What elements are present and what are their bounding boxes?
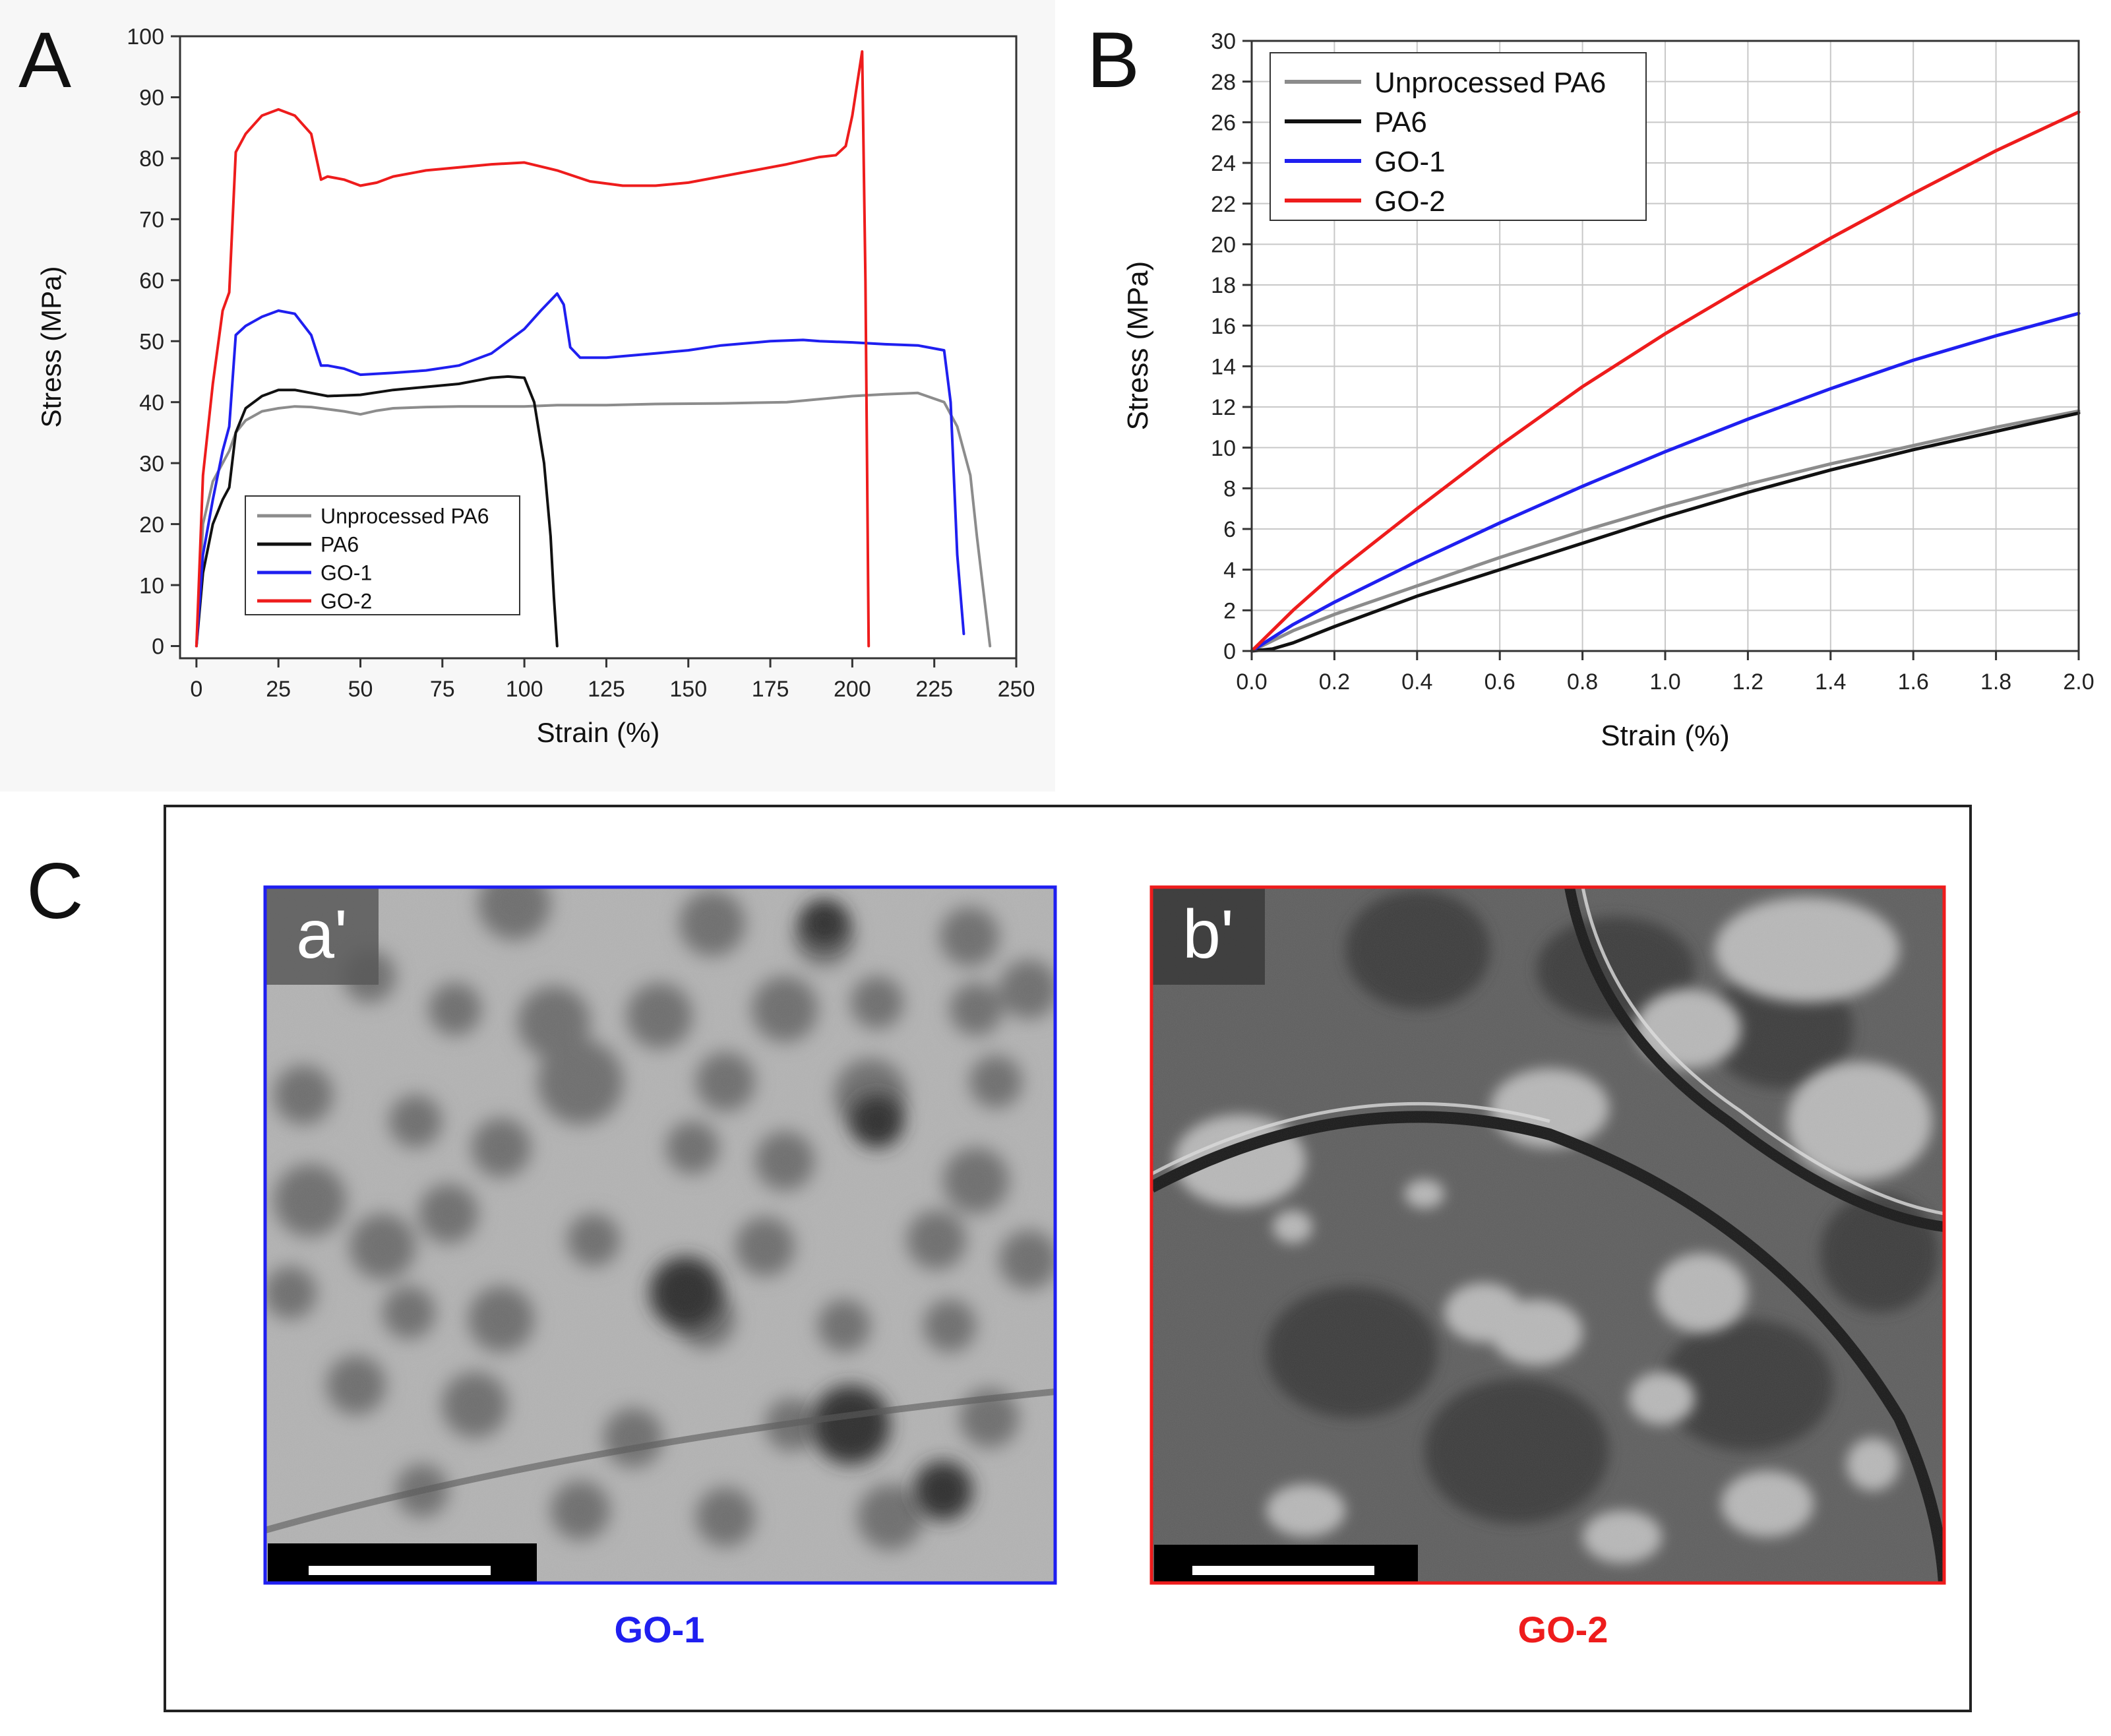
chart-a-ytick-label: 50 <box>139 329 164 354</box>
chart-b-ytick-label: 30 <box>1211 29 1236 54</box>
micrograph-go2-label: b' <box>1182 896 1234 973</box>
chart-a-frame <box>179 35 1018 660</box>
chart-a-series-go-1 <box>195 292 965 648</box>
chart-a-series-go-2 <box>195 50 871 648</box>
chart-b-xtick-label: 0.8 <box>1567 669 1598 695</box>
chart-a-xtick-label: 25 <box>266 677 291 702</box>
chart-b-xtick-label: 0.6 <box>1484 669 1515 695</box>
chart-a-xtick-label: 250 <box>998 677 1035 702</box>
chart-b-legend: Unprocessed PA6 PA6 GO-1 GO-2 <box>1270 52 1647 221</box>
micrograph-go1-image <box>265 887 1055 1583</box>
chart-b-series-unprocessed-pa6 <box>1250 409 2081 653</box>
chart-a-xtick-label: 225 <box>915 677 953 702</box>
chart-b-legend-label: Unprocessed PA6 <box>1374 67 1606 99</box>
micrograph-go1-label: a' <box>296 896 348 973</box>
chart-a-ytick-label: 20 <box>139 512 164 538</box>
chart-b-ytick-label: 24 <box>1211 151 1236 176</box>
chart-b-xtick-label: 1.2 <box>1732 669 1763 695</box>
chart-a-legend-label: Unprocessed PA6 <box>321 505 489 528</box>
chart-b-xlabel: Strain (%) <box>1601 720 1730 752</box>
micrograph-go2-image <box>1151 887 1944 1583</box>
chart-a: 0 25 50 75 100 125 150 175 200 225 250 0 10 20 30 40 50 6… <box>36 24 1035 748</box>
chart-b-ytick-label: 18 <box>1211 273 1236 298</box>
chart-a-xtick-label: 200 <box>834 677 871 702</box>
chart-a-xtick-label: 100 <box>506 677 543 702</box>
chart-a-xtick-label: 125 <box>588 677 625 702</box>
chart-b-xtick-label: 1.4 <box>1815 669 1846 695</box>
chart-b-ylabel: Stress (MPa) <box>1122 261 1154 431</box>
chart-a-ytick-label: 10 <box>139 573 164 598</box>
chart-a-ytick-label: 30 <box>139 451 164 476</box>
micrograph-go2-scalebar-bg <box>1154 1545 1418 1582</box>
micrograph-go2-border <box>1149 885 1946 1585</box>
chart-b-ytick-label: 4 <box>1223 558 1236 583</box>
chart-b-xtick-label: 0.0 <box>1236 669 1267 695</box>
chart-b-ytick-label: 10 <box>1211 436 1236 461</box>
chart-a-ytick-label: 60 <box>139 268 164 294</box>
micrograph-go2: b' GO-2 <box>1149 885 1946 1650</box>
chart-b-xtick-label: 1.6 <box>1898 669 1929 695</box>
chart-a-xtick-label: 175 <box>752 677 789 702</box>
chart-b-ytick-label: 6 <box>1223 517 1236 542</box>
micrograph-go1-caption: GO-1 <box>615 1609 705 1650</box>
chart-a-xtick-label: 150 <box>669 677 707 702</box>
chart-a-xtick-label: 75 <box>430 677 455 702</box>
panel-letter-c: C <box>26 847 84 935</box>
chart-a-ytick-label: 40 <box>139 390 164 416</box>
micrograph-go2-scalebar <box>1192 1566 1374 1575</box>
chart-b-xtick-label: 0.2 <box>1319 669 1350 695</box>
chart-b-series-go-2 <box>1250 110 2081 653</box>
chart-b-xtick-label: 1.8 <box>1980 669 2011 695</box>
chart-a-ytick-label: 100 <box>127 24 164 49</box>
chart-a-ytick-label: 0 <box>152 635 164 660</box>
micrograph-go1-scalebar <box>309 1566 491 1575</box>
chart-a-ytick-label: 70 <box>139 208 164 233</box>
chart-b-ytick-label: 0 <box>1223 639 1236 664</box>
chart-b-ytick-label: 14 <box>1211 355 1236 380</box>
chart-a-series-unprocessed-pa6 <box>195 391 992 648</box>
chart-a-legend-label: GO-1 <box>321 561 372 585</box>
chart-b-ytick-label: 26 <box>1211 111 1236 136</box>
chart-b-ticks: 0.0 0.2 0.4 0.6 0.8 1.0 1.2 1.4 1.6 1.8 2.00246810… <box>1211 29 2094 695</box>
chart-a-legend-box <box>245 495 520 615</box>
micrograph-go1-scalebar-bg <box>268 1543 537 1582</box>
chart-a-series <box>195 50 992 648</box>
chart-b-xtick-label: 2.0 <box>2063 669 2094 695</box>
chart-b-ytick-label: 28 <box>1211 70 1236 95</box>
chart-b-ytick-label: 12 <box>1211 395 1236 420</box>
chart-a-series-pa6 <box>195 375 559 648</box>
chart-b-series-pa6 <box>1250 411 2081 653</box>
chart-a-ticks: 0 25 50 75 100 125 150 175 200 225 250 0 10 20 30 40 50 6… <box>127 24 1035 702</box>
micrograph-go2-caption: GO-2 <box>1518 1609 1608 1650</box>
chart-a-ylabel: Stress (MPa) <box>36 266 67 427</box>
chart-b-xtick-label: 0.4 <box>1401 669 1432 695</box>
chart-b: 0.0 0.2 0.4 0.6 0.8 1.0 1.2 1.4 1.6 1.8 2.00246810… <box>1122 29 2095 752</box>
chart-b-ytick-label: 2 <box>1223 599 1236 624</box>
chart-b-ytick-label: 8 <box>1223 477 1236 502</box>
chart-a-xtick-label: 50 <box>348 677 373 702</box>
micrograph-go1: a' GO-1 <box>263 885 1057 1650</box>
chart-a-legend-label: GO-2 <box>321 590 372 613</box>
chart-a-ytick-label: 80 <box>139 146 164 171</box>
chart-b-xtick-label: 1.0 <box>1649 669 1680 695</box>
chart-b-legend-label: GO-2 <box>1374 185 1446 218</box>
chart-b-series <box>1250 110 2081 653</box>
chart-b-legend-label: PA6 <box>1374 106 1427 139</box>
chart-b-ytick-label: 20 <box>1211 233 1236 258</box>
micrograph-go1-border <box>263 885 1057 1585</box>
chart-b-series-go-1 <box>1250 311 2081 653</box>
chart-a-ytick-label: 90 <box>139 86 164 111</box>
chart-b-ytick-label: 22 <box>1211 192 1236 217</box>
chart-a-xlabel: Strain (%) <box>537 717 660 748</box>
chart-a-xtick-label: 0 <box>190 677 202 702</box>
chart-a-legend-label: PA6 <box>321 533 359 557</box>
panel-letter-a: A <box>18 16 71 104</box>
chart-b-legend-label: GO-1 <box>1374 146 1446 178</box>
micrograph-go2-label-bg <box>1151 887 1265 985</box>
micrograph-go1-label-bg <box>265 887 379 985</box>
panel-letter-b: B <box>1087 16 1140 104</box>
chart-b-ytick-label: 16 <box>1211 314 1236 339</box>
chart-a-legend: Unprocessed PA6 PA6 GO-1 GO-2 <box>245 495 520 615</box>
